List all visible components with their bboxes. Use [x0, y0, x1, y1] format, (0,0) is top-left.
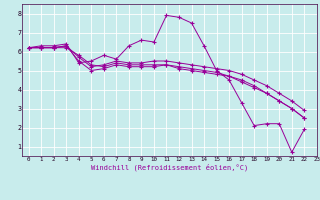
X-axis label: Windchill (Refroidissement éolien,°C): Windchill (Refroidissement éolien,°C) — [91, 163, 248, 171]
